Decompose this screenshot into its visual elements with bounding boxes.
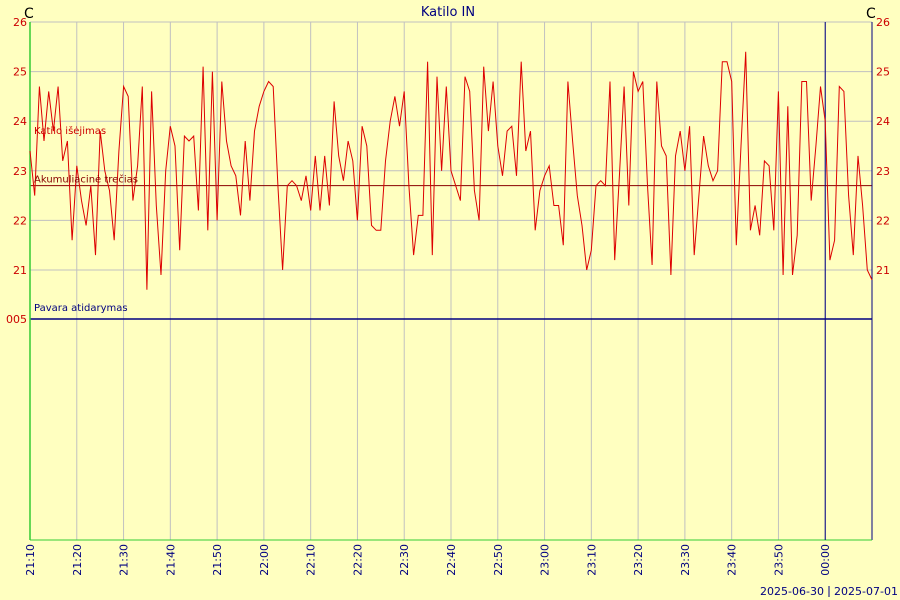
x-tick-label: 23:00	[539, 544, 552, 576]
axes	[29, 22, 873, 541]
date-label-1: 2025-06-30	[760, 585, 824, 598]
x-tick-label: 23:40	[726, 544, 739, 576]
series-layer	[29, 51, 873, 290]
labels-layer: 21 21 22 22 23 23 24 24 25 25 26 26 005 21:10 21:20 21:…	[6, 16, 890, 576]
x-tick-label: 23:20	[632, 544, 645, 576]
x-tick-label: 22:20	[351, 544, 364, 576]
y-tick-label-left: 26	[13, 16, 27, 29]
x-tick-label: 00:00	[819, 544, 832, 576]
x-tick-label: 21:50	[211, 544, 224, 576]
x-tick-label: 22:50	[492, 544, 505, 576]
x-tick-label: 22:40	[445, 544, 458, 576]
x-tick-label: 22:10	[305, 544, 318, 576]
y-tick-label-right: 24	[876, 115, 890, 128]
x-tick-label: 21:20	[71, 544, 84, 576]
y-tick-label-left: 25	[13, 66, 27, 79]
series-line	[29, 51, 873, 290]
x-tick-label: 22:30	[398, 544, 411, 576]
y-tick-label-left: 22	[13, 214, 27, 227]
x-tick-label: 21:30	[118, 544, 131, 576]
y-tick-label-right: 22	[876, 214, 890, 227]
unit-right: C	[866, 6, 876, 22]
y-tick-label-left: 24	[13, 115, 27, 128]
y-tick-label-right: 26	[876, 16, 890, 29]
y-tick-label-right: 25	[876, 66, 890, 79]
series-label-akumuliacine: Akumuliacinė trečias	[34, 174, 138, 186]
date-label-2: 2025-07-01	[834, 585, 898, 598]
x-tick-label: 23:10	[585, 544, 598, 576]
y-tick-label-extra: 005	[6, 313, 27, 326]
x-tick-label: 21:40	[164, 544, 177, 576]
y-tick-label-right: 21	[876, 264, 890, 277]
unit-left: C	[24, 6, 34, 22]
series-label-katilo: Katilo išėjimas	[34, 125, 106, 137]
chart-title: Katilo IN	[421, 5, 475, 20]
x-tick-label: 21:10	[24, 544, 37, 576]
x-tick-label: 23:30	[679, 544, 692, 576]
reference-lines	[30, 185, 872, 320]
y-tick-label-left: 21	[13, 264, 27, 277]
x-tick-label: 22:00	[258, 544, 271, 576]
series-label-pavara: Pavara atidarymas	[34, 303, 128, 314]
y-tick-label-left: 23	[13, 165, 27, 178]
y-tick-label-right: 23	[876, 165, 890, 178]
grid	[29, 21, 872, 540]
x-tick-label: 23:50	[772, 544, 785, 576]
